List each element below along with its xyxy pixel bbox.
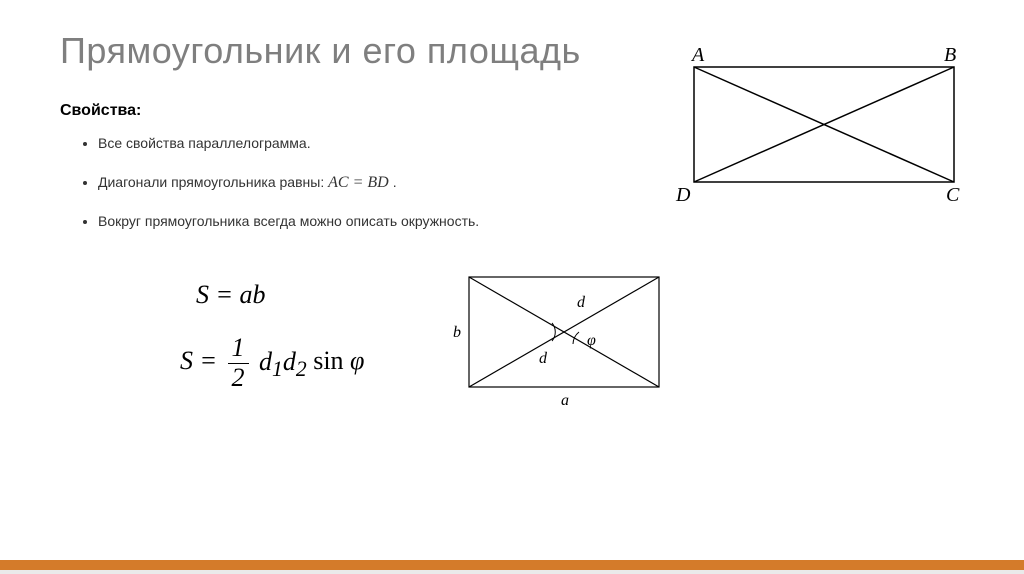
equation-ac-bd: AC = BD xyxy=(328,174,393,191)
frac-den: 2 xyxy=(228,364,249,393)
slide-footer xyxy=(0,560,1024,574)
label-d-top: d xyxy=(577,294,586,311)
formula-area-diagonals: S = 1 2 d1d2 sin φ xyxy=(180,334,364,392)
fraction-half: 1 2 xyxy=(228,334,249,392)
label-a: a xyxy=(561,392,569,409)
phi: φ xyxy=(350,347,364,376)
footer-light-bar xyxy=(0,570,1024,574)
f2-lhs: S xyxy=(180,347,193,376)
label-D: D xyxy=(675,184,691,205)
label-B: B xyxy=(944,45,956,66)
eq-equals: = xyxy=(353,174,368,191)
slide: Прямоугольник и его площадь Свойства: Вс… xyxy=(0,0,1024,574)
eq-left: AC xyxy=(328,174,348,191)
frac-num: 1 xyxy=(228,334,249,364)
f1-rhs: ab xyxy=(240,280,266,309)
label-b: b xyxy=(453,324,461,341)
angle-arc-lower xyxy=(573,332,579,344)
formulas-block: S = ab S = 1 2 d1d2 sin φ xyxy=(180,280,364,392)
d1: d1 xyxy=(259,347,283,376)
d1-base: d xyxy=(259,347,272,376)
d2-sub: 2 xyxy=(296,357,307,381)
label-C: C xyxy=(946,184,960,205)
sin-op: sin xyxy=(307,347,350,376)
label-A: A xyxy=(690,45,705,66)
d2-base: d xyxy=(283,347,296,376)
f2-eq: = xyxy=(200,347,224,376)
property-2-prefix: Диагонали прямоугольника равны: xyxy=(98,174,328,190)
formulas-row: S = ab S = 1 2 d1d2 sin φ xyxy=(60,262,964,412)
f1-lhs: S xyxy=(196,280,209,309)
d1-sub: 1 xyxy=(272,357,283,381)
d2: d2 xyxy=(283,347,307,376)
footer-accent-bar xyxy=(0,560,1024,570)
label-d-bottom: d xyxy=(539,350,548,367)
label-phi: φ xyxy=(587,332,596,349)
figure-small-rectangle: φ d d b a xyxy=(444,262,674,412)
f1-eq: = xyxy=(216,280,240,309)
eq-right: BD xyxy=(367,174,388,191)
formula-area-sides: S = ab xyxy=(180,280,364,310)
figure-main-rectangle: A B C D xyxy=(674,45,974,210)
property-item-3: Вокруг прямоугольника всегда можно описа… xyxy=(98,212,964,232)
